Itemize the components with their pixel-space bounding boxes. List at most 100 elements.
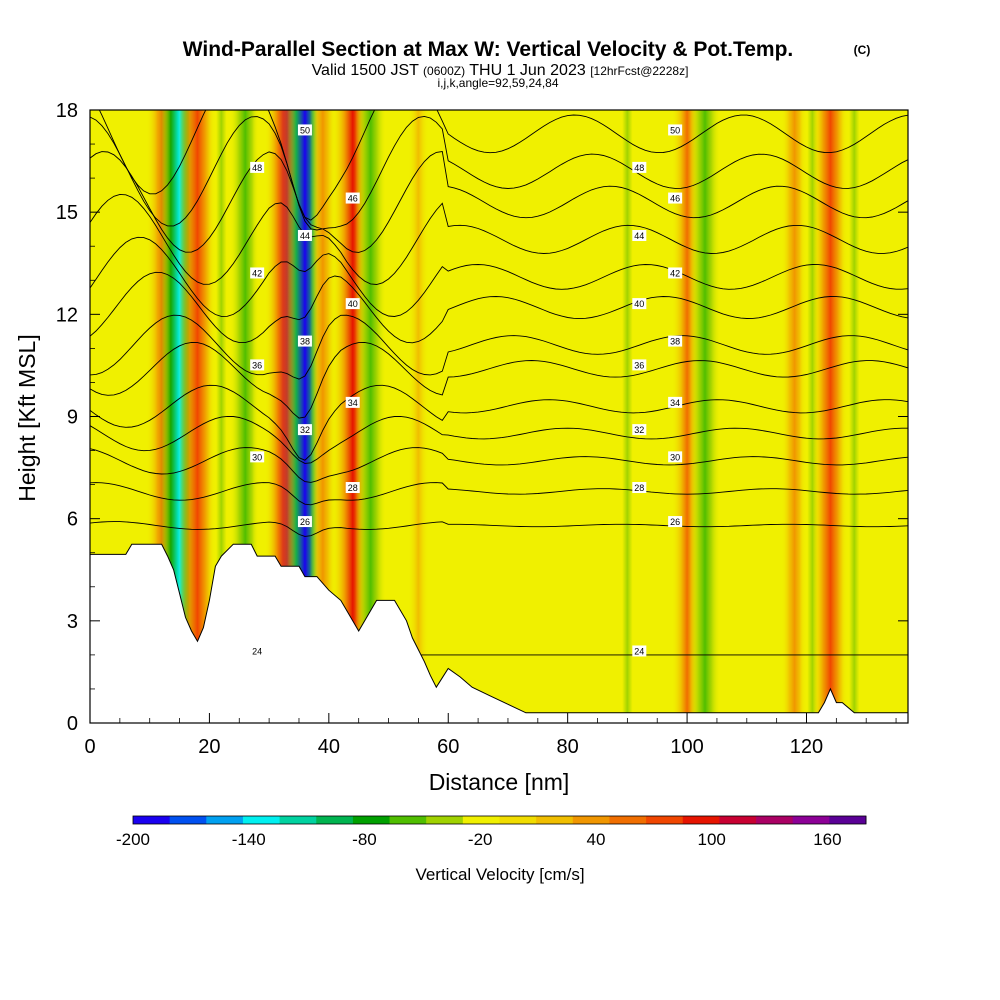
contour-label: 44	[634, 231, 644, 241]
contour-label-background	[668, 335, 683, 347]
subtitle-valid: Valid 1500 JST	[312, 62, 423, 79]
contour-label-background	[345, 192, 360, 204]
contour-label: 32	[634, 425, 644, 435]
theta-contour	[98, 110, 908, 221]
theta-contour	[90, 521, 908, 537]
theta-contour	[90, 384, 908, 461]
colorbar-segment	[169, 816, 207, 824]
y-tick-label: 15	[56, 202, 78, 224]
colorbar-ticks: -200 -140 -80 -20 40 100 160	[116, 830, 842, 849]
contour-label: 30	[670, 452, 680, 462]
terrain-mask	[89, 543, 909, 724]
theta-contour	[90, 115, 908, 231]
contour-label: 44	[300, 231, 310, 241]
contour-label-background	[250, 359, 265, 371]
contour-label-background	[632, 298, 647, 310]
colorbar-tick-label: 40	[586, 830, 605, 849]
contour-label-background	[250, 451, 265, 463]
x-tick-label: 20	[198, 736, 220, 758]
plot-area: 24 24 26 26 28 28 30 30 32 32 34 34 36 36 38 38 40 40 42 42…	[89, 109, 909, 724]
contour-label-background	[632, 359, 647, 371]
contour-label-background	[297, 424, 312, 436]
colorbar-segment	[646, 816, 684, 824]
contour-label: 38	[300, 337, 310, 347]
contour-label: 50	[670, 125, 680, 135]
contour-labels: 24 24 26 26 28 28 30 30 32 32 34 34 36 36 38 38 40 40 42 42…	[250, 124, 683, 657]
colorbar-segment	[499, 816, 537, 824]
x-tick-label: 100	[670, 736, 703, 758]
contour-label-background	[668, 124, 683, 136]
colorbar-tick-label: 100	[697, 830, 725, 849]
x-tick-label: 0	[84, 736, 95, 758]
contour-label: 24	[634, 646, 644, 656]
chart-subtitle-indices: i,j,k,angle=92,59,24,84	[437, 76, 558, 90]
contour-label: 24	[252, 646, 262, 656]
colorbar-segment	[206, 816, 244, 824]
colorbar-segment	[352, 816, 391, 824]
y-tick-label: 3	[67, 611, 78, 633]
x-axis-label: Distance [nm]	[429, 769, 570, 795]
theta-contour	[90, 447, 908, 483]
velocity-column	[748, 110, 770, 723]
contour-label: 40	[348, 299, 358, 309]
contour-label-background	[250, 267, 265, 279]
contour-label: 34	[670, 398, 680, 408]
colorbar-segment	[242, 816, 281, 824]
theta-contour	[90, 341, 908, 419]
contour-label: 48	[634, 163, 644, 173]
colorbar-segment	[572, 816, 610, 824]
colorbar-segment	[389, 816, 427, 824]
contour-label-background	[632, 161, 647, 173]
contour-label-background	[297, 516, 312, 528]
colorbar-segment	[609, 816, 647, 824]
y-axis-label: Height [Kft MSL]	[14, 334, 40, 501]
contour-label: 46	[348, 194, 358, 204]
contour-label-background	[668, 396, 683, 408]
contour-label-background	[668, 516, 683, 528]
colorbar-frame	[132, 815, 867, 825]
colorbar-segment	[756, 816, 794, 824]
contour-label-background	[250, 161, 265, 173]
y-tick-label: 18	[56, 100, 78, 122]
colorbar-segment	[279, 816, 317, 824]
colorbar-segment	[719, 816, 757, 824]
chart-title: Wind-Parallel Section at Max W: Vertical…	[183, 38, 794, 61]
contour-label: 26	[300, 517, 310, 527]
colorbar-segment	[426, 816, 464, 824]
colorbar	[132, 815, 867, 825]
contour-label: 30	[252, 452, 262, 462]
theta-contour	[90, 236, 908, 317]
contour-label-background	[345, 298, 360, 310]
theta-contour	[90, 482, 908, 506]
y-tick-label: 9	[67, 407, 78, 429]
colorbar-segment	[829, 816, 867, 824]
potential-temperature-contours	[90, 110, 908, 656]
colorbar-segment	[462, 816, 500, 824]
contour-label-background	[297, 124, 312, 136]
contour-label: 26	[670, 517, 680, 527]
contour-label: 50	[300, 125, 310, 135]
colorbar-segment	[316, 816, 354, 824]
contour-label-background	[668, 267, 683, 279]
contour-label: 28	[634, 483, 644, 493]
contour-label: 36	[634, 360, 644, 370]
velocity-column	[407, 110, 429, 723]
contour-label: 34	[348, 398, 358, 408]
contour-label-background	[297, 230, 312, 242]
contour-label-background	[345, 396, 360, 408]
y-tick-label: 12	[56, 304, 78, 326]
contour-label: 40	[634, 299, 644, 309]
colorbar-tick-label: -80	[352, 830, 377, 849]
colorbar-tick-label: -20	[468, 830, 493, 849]
contour-label-background	[250, 645, 265, 657]
velocity-column	[614, 110, 641, 723]
theta-contour	[90, 193, 908, 285]
contour-label-background	[668, 451, 683, 463]
colorbar-segment	[792, 816, 830, 824]
colorbar-segment	[133, 816, 171, 824]
contour-label-background	[297, 335, 312, 347]
contour-label: 36	[252, 360, 262, 370]
theta-contour	[90, 415, 908, 464]
